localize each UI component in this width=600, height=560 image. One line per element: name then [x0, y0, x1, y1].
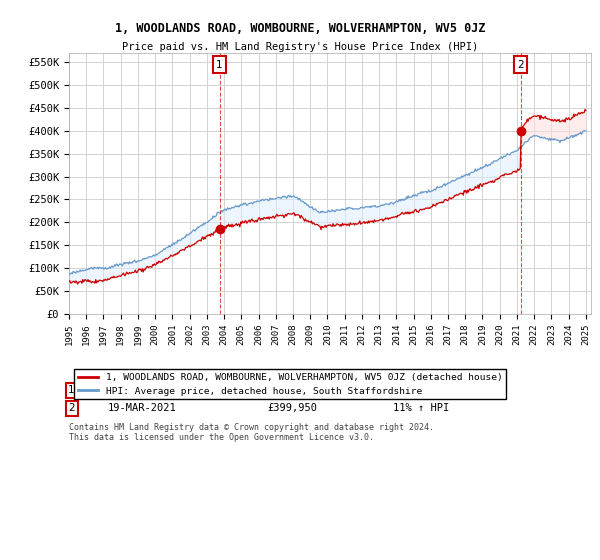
Text: £399,950: £399,950 [268, 403, 317, 413]
Text: 2: 2 [68, 403, 75, 413]
Text: 2: 2 [517, 59, 524, 69]
Text: 1, WOODLANDS ROAD, WOMBOURNE, WOLVERHAMPTON, WV5 0JZ: 1, WOODLANDS ROAD, WOMBOURNE, WOLVERHAMP… [115, 22, 485, 35]
Text: 11% ↑ HPI: 11% ↑ HPI [392, 403, 449, 413]
Text: 1: 1 [68, 385, 75, 395]
Legend: 1, WOODLANDS ROAD, WOMBOURNE, WOLVERHAMPTON, WV5 0JZ (detached house), HPI: Aver: 1, WOODLANDS ROAD, WOMBOURNE, WOLVERHAMP… [74, 369, 506, 399]
Text: 11% ↓ HPI: 11% ↓ HPI [392, 385, 449, 395]
Text: £186,000: £186,000 [268, 385, 317, 395]
Text: 19-MAR-2021: 19-MAR-2021 [108, 403, 177, 413]
Text: 26-SEP-2003: 26-SEP-2003 [108, 385, 177, 395]
Text: 1: 1 [216, 59, 223, 69]
Text: Contains HM Land Registry data © Crown copyright and database right 2024.
This d: Contains HM Land Registry data © Crown c… [69, 423, 434, 442]
Text: Price paid vs. HM Land Registry's House Price Index (HPI): Price paid vs. HM Land Registry's House … [122, 42, 478, 52]
